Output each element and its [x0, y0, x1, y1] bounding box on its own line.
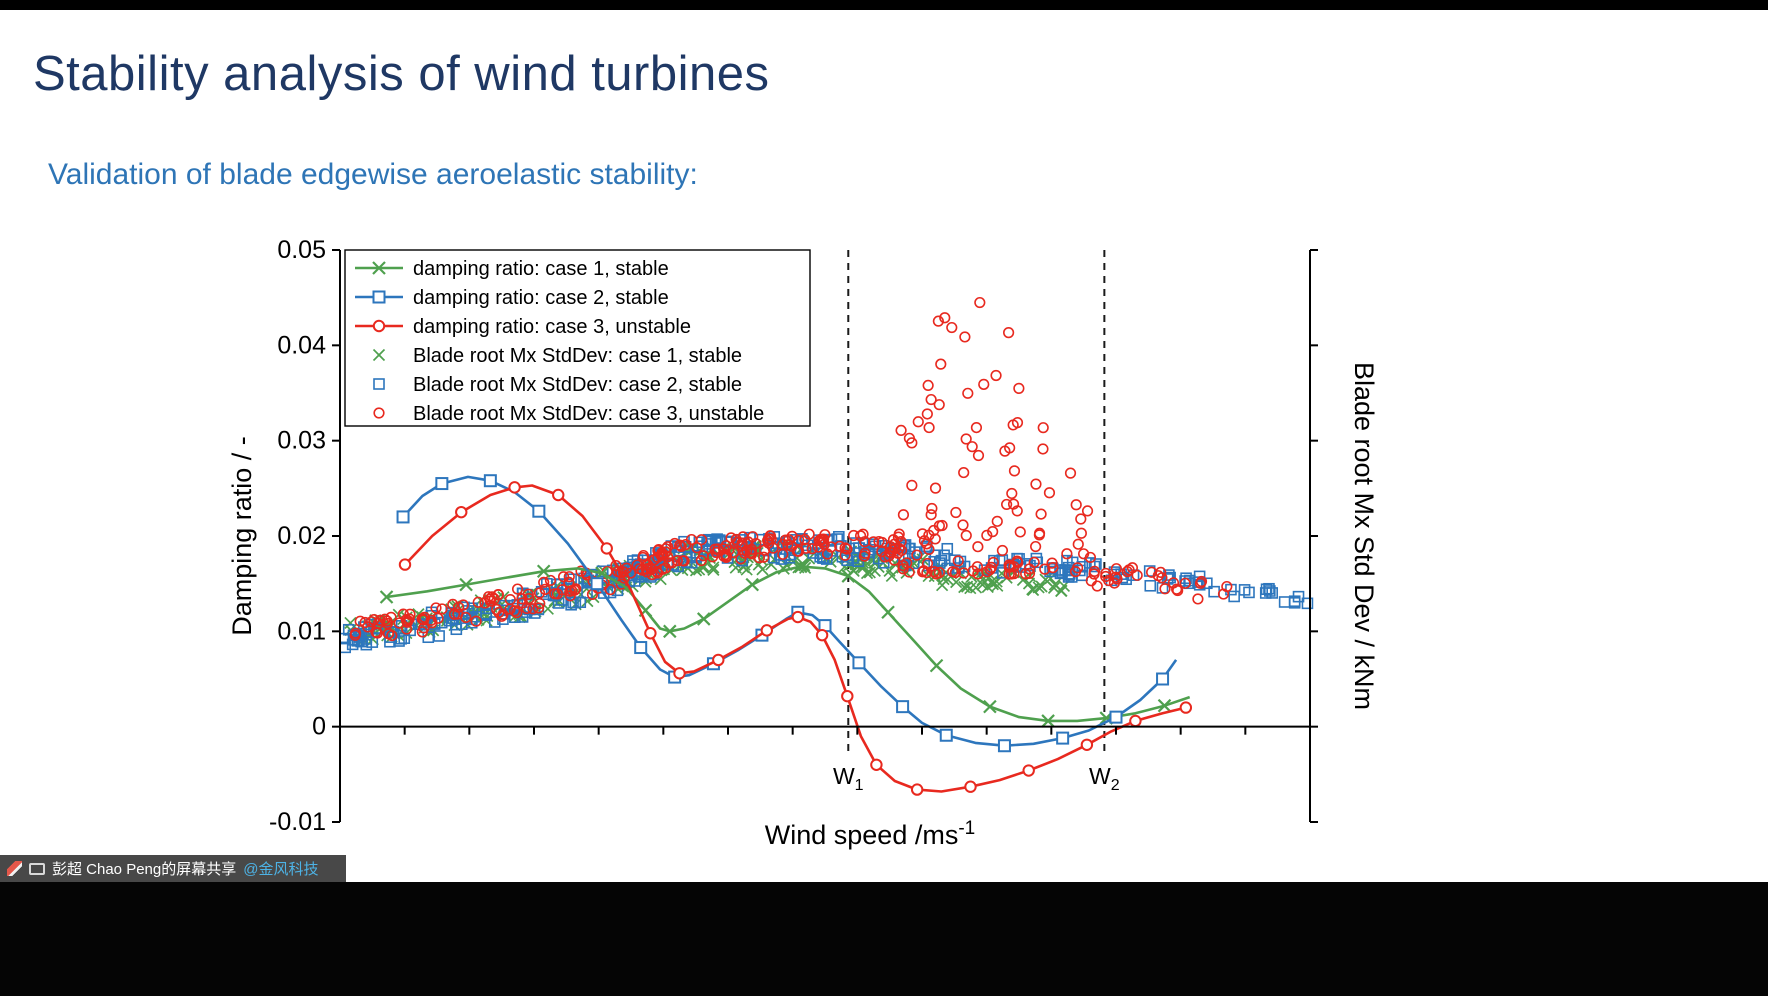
annotation-lines: W1 W2 — [833, 250, 1120, 794]
legend-label: damping ratio: case 2, stable — [413, 287, 669, 309]
line-damping-case3 — [398, 481, 1193, 796]
chart-legend: damping ratio: case 1, stable damping rat… — [344, 249, 811, 427]
axes: 0.05 0.04 0.03 0.02 0.01 0 -0.01 Damping ratio … — [227, 236, 1379, 850]
y-axis-label-left: Damping ratio / - — [227, 436, 257, 636]
page-title: Stability analysis of wind turbines — [33, 47, 770, 101]
stability-chart: W1 W2 0.05 0.04 0.03 0.02 0.01 0 -0.01 Damping ra… — [225, 232, 1410, 864]
annotation-label: W2 — [1089, 763, 1120, 794]
y-axis-label-right: Blade root Mx Std Dev / kNm — [1349, 362, 1379, 710]
screen-share-mention: @金风科技 — [243, 861, 319, 878]
letterbox-bottom — [0, 882, 1768, 996]
screen-share-toolbar[interactable]: 彭超 Chao Peng的屏幕共享 @金风科技 — [0, 855, 346, 882]
y-tick-label: 0.02 — [277, 522, 326, 550]
annotation-pen-icon — [7, 861, 22, 876]
y-tick-label: 0.05 — [277, 236, 326, 264]
screen-share-label: 彭超 Chao Peng的屏幕共享 — [52, 861, 237, 878]
legend-label: damping ratio: case 1, stable — [413, 258, 669, 280]
y-tick-label: 0.04 — [277, 331, 326, 359]
letterbox-top — [0, 0, 1768, 10]
line-damping-case1 — [379, 559, 1191, 728]
screen-share-monitor-icon — [29, 862, 45, 875]
legend-label: Blade root Mx StdDev: case 1, stable — [413, 345, 742, 367]
page-subtitle: Validation of blade edgewise aeroelastic… — [48, 158, 698, 191]
y-tick-label: 0.01 — [277, 617, 326, 645]
x-axis-label: Wind speed /ms-1 — [765, 818, 975, 850]
legend-label: Blade root Mx StdDev: case 2, stable — [413, 374, 742, 396]
legend-label: Blade root Mx StdDev: case 3, unstable — [413, 403, 764, 425]
y-tick-label: 0.03 — [277, 427, 326, 455]
annotation-label: W1 — [833, 763, 864, 794]
legend-label: damping ratio: case 3, unstable — [413, 316, 691, 338]
chart-svg: W1 W2 0.05 0.04 0.03 0.02 0.01 0 -0.01 Damping ra… — [227, 236, 1379, 850]
y-tick-label: 0 — [312, 713, 326, 741]
scatter-stddev-case3 — [349, 296, 1233, 642]
presentation-slide: Stability analysis of wind turbines Vali… — [0, 10, 1768, 882]
y-tick-label: -0.01 — [269, 808, 326, 836]
